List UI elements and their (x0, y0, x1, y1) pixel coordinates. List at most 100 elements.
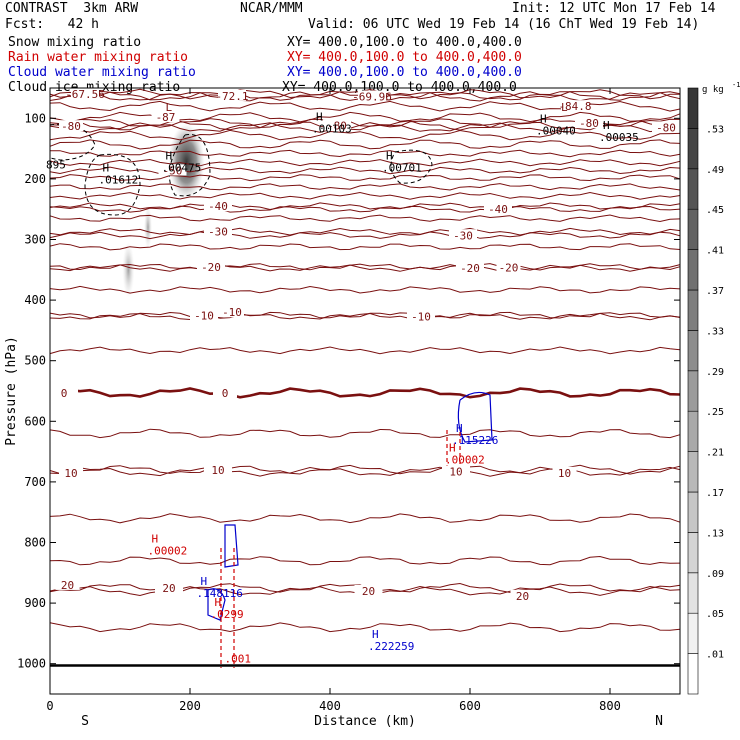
y-tick-label: 600 (24, 414, 46, 428)
cloud-water-contour (457, 391, 493, 443)
contour-label: -30 (208, 226, 228, 239)
extremum-value: .222259 (368, 640, 414, 653)
extremum-value: .001 (225, 652, 252, 665)
y-tick-label: 1000 (17, 657, 46, 671)
colorbar-swatch (687, 612, 699, 654)
extremum-marker: H (201, 575, 208, 588)
y-tick-label: 700 (24, 475, 46, 489)
extremum-value: .00475 (162, 162, 202, 175)
colorbar-swatch (687, 330, 699, 372)
temperature-contour (49, 205, 681, 213)
cloud-ice-contour (84, 153, 141, 216)
temperature-contour (49, 231, 681, 240)
temperature-contour (49, 555, 681, 566)
contour-label: 0 (61, 387, 68, 400)
colorbar-tick-label: .21 (706, 448, 724, 459)
center-label: NCAR/MMM (240, 1, 303, 16)
contour-label-bg (59, 466, 83, 478)
colorbar-swatch (687, 491, 699, 533)
cloud-ice-contour (390, 149, 433, 184)
contour-label: -80 (327, 120, 347, 133)
field-xy-snow: XY= 400.0,100.0 to 400.0,400.0 (287, 35, 522, 50)
extremum-value: .00002 (445, 454, 485, 467)
colorbar-swatch (687, 168, 699, 210)
temperature-contour (49, 285, 681, 294)
extremum-marker: H (166, 150, 173, 163)
contour-label-bg (456, 261, 484, 273)
temperature-contour (49, 585, 681, 597)
contour-label: -80 (61, 120, 81, 133)
extremum-marker: H (449, 442, 456, 455)
extremum-value: .00002 (148, 545, 188, 558)
contour-label-bg (442, 465, 470, 477)
temperature-contour (49, 264, 681, 272)
temperature-contour (49, 227, 681, 236)
temperature-contour (49, 191, 681, 200)
colorbar-tick-label: .53 (706, 124, 724, 135)
contour-label-bg (575, 117, 603, 129)
temperature-contour (49, 346, 681, 355)
cloud-ice-contour (168, 134, 211, 197)
temperature-contour (49, 166, 681, 175)
colorbar-tick-label: .37 (706, 286, 724, 297)
temperature-contour (49, 263, 681, 271)
temperature-contour (49, 214, 681, 223)
contour-label: -20 (201, 261, 221, 274)
cloud-ice-contour (49, 123, 96, 161)
colorbar-tick-label: .49 (706, 165, 724, 176)
y-tick-label: 200 (24, 172, 46, 186)
contour-label: -40 (208, 200, 228, 213)
x-tick-label: 200 (179, 699, 201, 713)
contour-label: -10 (222, 306, 242, 319)
temperature-contour (49, 139, 681, 150)
contour-label-bg (158, 164, 187, 176)
extremum-marker: H (603, 119, 610, 132)
temperature-contour (49, 312, 681, 321)
temperature-contour (49, 118, 681, 129)
cloud-water-contour (224, 524, 239, 568)
contour-label: -20 (460, 262, 480, 275)
temperature-contour (49, 464, 681, 475)
contour-label-bg (220, 306, 244, 318)
contour-label: -80 (579, 117, 599, 130)
extremum-marker: H (316, 111, 323, 124)
colorbar-tick-label: .25 (706, 407, 724, 418)
colorbar-tick-label: .01 (706, 650, 724, 661)
colorbar-tick-label: .05 (706, 609, 724, 620)
contour-label: 20 (162, 582, 175, 595)
forecast-hour: Fcst: 42 h (5, 17, 99, 32)
field-label-cloudwater: Cloud water mixing ratio (8, 65, 196, 80)
temperature-contour (49, 513, 681, 524)
contour-label-bg (323, 119, 351, 131)
temperature-contour (49, 129, 681, 141)
extremum-marker: H (372, 628, 379, 641)
field-label-cloudice: Cloud ice mixing ratio (8, 80, 181, 95)
contour-label: 10 (449, 466, 462, 479)
contour-label: 10 (211, 464, 224, 477)
contour-label-bg (561, 100, 589, 112)
temperature-contour (49, 149, 681, 158)
extremum-value: 895 (46, 158, 66, 171)
y-tick-label: 800 (24, 536, 46, 550)
colorbar-tick-label: .09 (706, 569, 724, 580)
x-end-label-south: S (81, 714, 89, 729)
snow-shading (168, 123, 205, 200)
extremum-marker: H (103, 162, 110, 175)
contour-label-bg (197, 260, 225, 272)
init-time: Init: 12 UTC Mon 17 Feb 14 (512, 1, 716, 16)
extremum-value: .115226 (452, 434, 498, 447)
colorbar-swatch (687, 410, 699, 452)
cloud-water-contour (207, 588, 226, 621)
temperature-contour (49, 466, 681, 477)
contour-label-bg (652, 121, 680, 133)
temperature-contour (49, 174, 681, 182)
temperature-contour (49, 120, 681, 131)
contour-label: -84.8 (558, 100, 591, 113)
contour-label-bg (354, 584, 383, 596)
contour-label-bg (190, 309, 218, 321)
temperature-contour (49, 202, 681, 211)
contour-label: 20 (516, 590, 529, 603)
contour-label: -50 (163, 164, 183, 177)
colorbar-tick-label: .33 (706, 326, 724, 337)
